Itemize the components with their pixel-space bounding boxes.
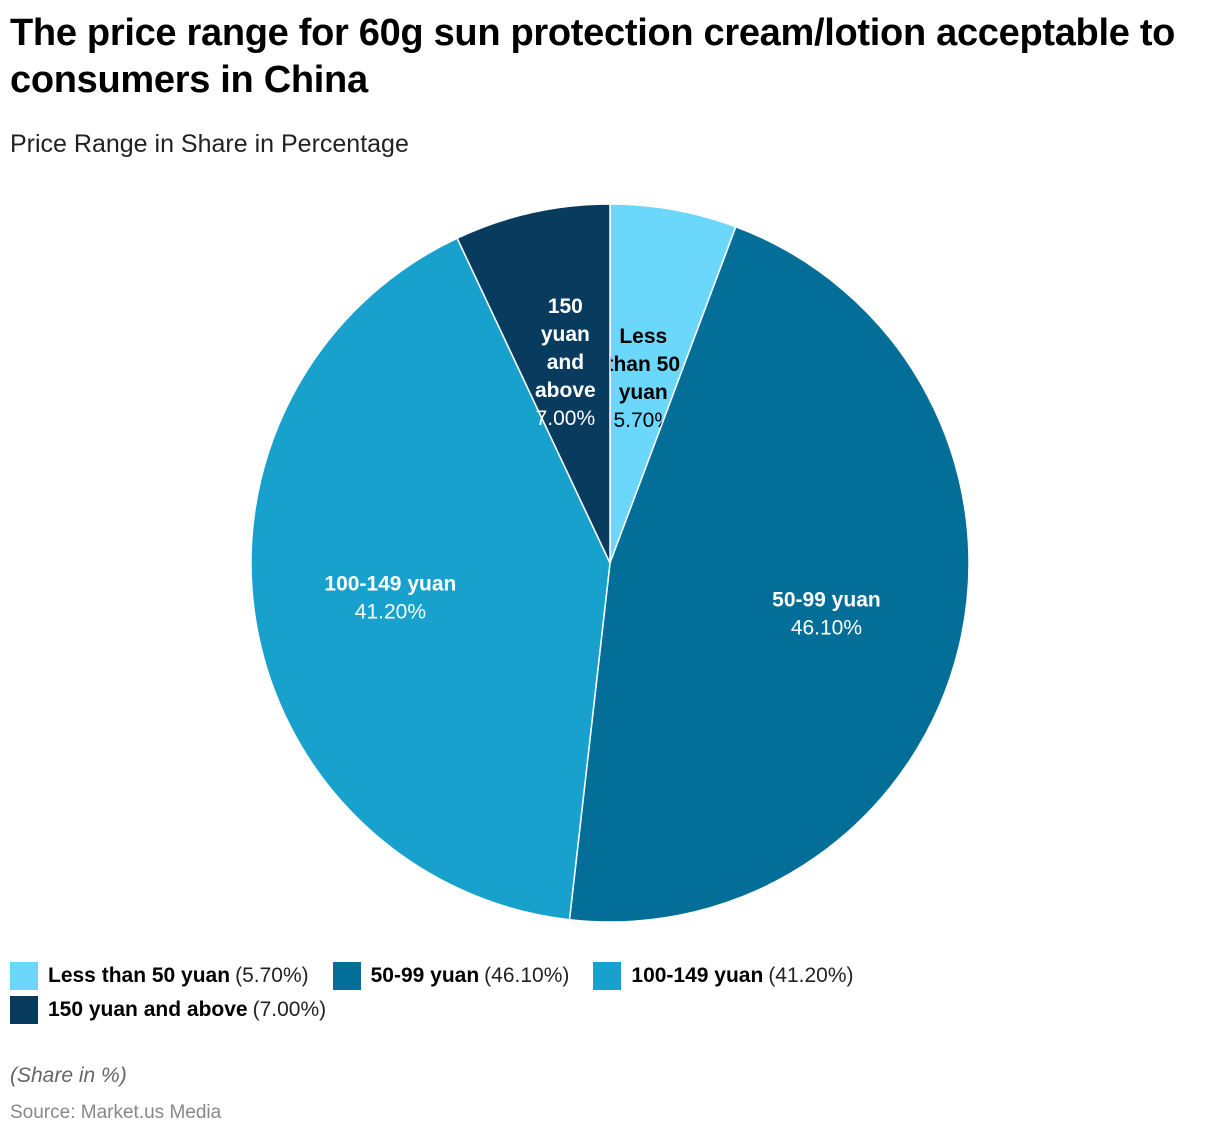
slice-value-label: 41.20% — [355, 601, 426, 624]
legend-value: (41.20%) — [768, 964, 854, 987]
legend-swatch — [10, 996, 38, 1024]
legend-item[interactable]: 50-99 yuan (46.10%) — [332, 962, 570, 990]
chart-subtitle: Price Range in Share in Percentage — [10, 130, 409, 158]
pie-slice-150-yuan-and-above[interactable] — [456, 203, 611, 564]
slice-label: 150 yuan and above 7.00% — [535, 295, 596, 430]
legend-label: Less than 50 yuan — [48, 964, 231, 987]
slice-category-label: yuan — [619, 381, 668, 404]
legend-swatch — [10, 962, 38, 990]
legend-label: 150 yuan and above — [48, 998, 248, 1021]
pie-slice-100-149-yuan[interactable] — [250, 237, 611, 921]
slice-label: 100-149 yuan 41.20% — [324, 573, 456, 624]
slice-category-label: yuan — [541, 323, 590, 346]
slice-value-label: 7.00% — [536, 407, 596, 430]
slice-category-label: Less — [619, 325, 667, 348]
legend-value: (5.70%) — [235, 964, 309, 987]
slice-category-label: 150 — [548, 295, 583, 318]
legend-swatch — [332, 962, 361, 990]
legend-swatch — [593, 962, 622, 990]
legend-value: (7.00%) — [252, 998, 327, 1021]
slice-value-label: 46.10% — [791, 617, 862, 640]
slice-category-label: 100-149 yuan — [324, 573, 456, 596]
legend-item[interactable]: 100-149 yuan (41.20%) — [593, 962, 854, 990]
slice-label: 50-99 yuan 46.10% — [772, 589, 881, 640]
slice-category-label: above — [535, 379, 596, 402]
chart-note: (Share in %) — [10, 1064, 127, 1087]
slice-label: Less than 50 yuan 5.70% — [606, 325, 680, 432]
slice-category-label: and — [547, 351, 584, 374]
pie-chart: Less than 50 yuan 5.70% 50-99 yuan 46.10% 100-… — [250, 203, 970, 923]
legend-label: 50-99 yuan — [370, 964, 480, 987]
legend: Less than 50 yuan (5.70%) 50-99 yuan (46… — [10, 962, 1210, 1024]
slice-value-label: 5.70% — [613, 409, 673, 432]
legend-item[interactable]: 150 yuan and above (7.00%) — [10, 996, 1186, 1024]
slice-category-label: 50-99 yuan — [772, 589, 881, 612]
chart-source: Source: Market.us Media — [10, 1102, 222, 1123]
legend-item[interactable]: Less than 50 yuan (5.70%) — [10, 962, 309, 990]
pie-slice-less-than-50-yuan[interactable] — [609, 203, 737, 564]
legend-value: (46.10%) — [484, 964, 570, 987]
chart-title: The price range for 60g sun protection c… — [10, 12, 1176, 101]
pie-slice-50-99-yuan[interactable] — [568, 225, 970, 923]
legend-label: 100-149 yuan — [631, 964, 764, 987]
slice-category-label: than 50 — [606, 353, 680, 376]
